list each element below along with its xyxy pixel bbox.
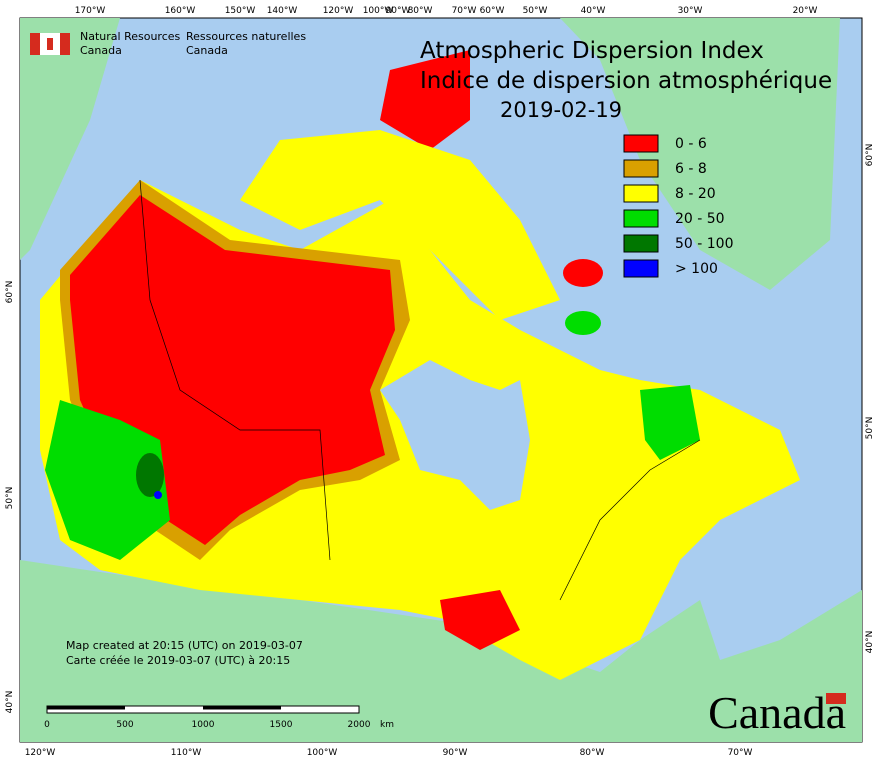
scale-bar-segment	[47, 706, 125, 710]
legend-swatch	[623, 209, 659, 228]
wordmark-flag	[826, 693, 846, 704]
agency-fr: Canada	[186, 44, 228, 57]
flag	[47, 38, 53, 50]
lon-label: 90°W	[386, 6, 411, 16]
lon-label: 70°W	[728, 748, 753, 758]
title: Atmospheric Dispersion Index	[420, 38, 764, 64]
scale-tick-label: 500	[116, 720, 133, 730]
legend-label: 20 - 50	[675, 211, 725, 227]
lon-label: 70°W	[452, 6, 477, 16]
zone-red-ontario	[440, 590, 520, 650]
zone-green-labrador	[640, 385, 700, 460]
lon-label: 30°W	[678, 6, 703, 16]
lon-label: 150°W	[225, 6, 256, 16]
lat-label: 50°N	[5, 487, 15, 510]
lon-label: 80°W	[580, 748, 605, 758]
legend-swatch	[623, 134, 659, 153]
lon-label: 100°W	[307, 748, 338, 758]
credits: Map created at 20:15 (UTC) on 2019-03-07…	[66, 639, 303, 667]
lon-label: 20°W	[793, 6, 818, 16]
scale-bar: 0 500 1000 1500 2000 km	[44, 705, 394, 730]
flag	[30, 33, 40, 55]
legend-swatch	[623, 234, 659, 253]
arctic-islands	[240, 130, 560, 320]
lon-label: 140°W	[267, 6, 298, 16]
lat-label: 50°N	[865, 417, 875, 440]
lat-label: 60°N	[5, 281, 15, 304]
scale-tick-label: 1000	[192, 720, 215, 730]
legend-label: 8 - 20	[675, 186, 716, 202]
legend-swatch	[623, 159, 659, 178]
legend-label: 0 - 6	[675, 136, 707, 152]
lon-label: 80°W	[408, 6, 433, 16]
date: 2019-02-19	[500, 98, 622, 122]
title: Indice de dispersion atmosphérique	[420, 68, 832, 94]
ellesmere	[380, 50, 470, 150]
scale-tick-label: 0	[44, 720, 50, 730]
flag	[60, 33, 70, 55]
lat-label: 40°N	[5, 691, 15, 714]
lon-label: 160°W	[165, 6, 196, 16]
lon-label: 50°W	[523, 6, 548, 16]
border	[559, 439, 701, 601]
wordmark: Canada	[708, 687, 846, 738]
zone-red-baffin	[563, 259, 603, 287]
credit-line: Carte créée le 2019-03-07 (UTC) à 20:15	[66, 654, 290, 667]
graticule: 170°W 160°W 150°W 140°W 120°W 100°W90°W80°W 70…	[5, 6, 875, 758]
lon-label: 120°W	[323, 6, 354, 16]
lon-label: 100°W	[363, 6, 394, 16]
lon-label: 90°W	[443, 748, 468, 758]
lon-label: 120°W	[25, 748, 56, 758]
legend-swatch	[623, 259, 659, 278]
scale-tick-label: 2000	[348, 720, 371, 730]
agency-fr: Ressources naturelles	[186, 30, 306, 43]
legend-label: > 100	[675, 261, 718, 277]
lon-label: 110°W	[171, 748, 202, 758]
legend-label: 6 - 8	[675, 161, 707, 177]
zone-darkgreen	[136, 453, 164, 497]
zone-green-baffin	[565, 311, 601, 335]
agency-en: Natural Resources	[80, 30, 181, 43]
lon-label: 40°W	[581, 6, 606, 16]
greenland	[560, 18, 840, 290]
lat-label: 40°N	[865, 631, 875, 654]
scale-bar-segment	[203, 706, 281, 710]
credit-line: Map created at 20:15 (UTC) on 2019-03-07	[66, 639, 303, 652]
scale-tick-label: 1500	[270, 720, 293, 730]
border	[139, 179, 331, 561]
zone-blue	[154, 491, 162, 499]
usa	[20, 560, 862, 742]
agency-en: Canada	[80, 44, 122, 57]
lon-label: 60°W	[480, 6, 505, 16]
zone-green-west	[45, 400, 170, 560]
legend-label: 50 - 100	[675, 236, 734, 252]
legend: 0 - 6 6 - 8 8 - 20 20 - 50 50 - 100 > 100	[623, 134, 734, 278]
alaska	[20, 18, 120, 260]
hudson-bay	[380, 360, 530, 510]
lon-label: 170°W	[75, 6, 106, 16]
lat-label: 60°N	[865, 144, 875, 167]
scale-unit: km	[380, 720, 394, 730]
legend-swatch	[623, 184, 659, 203]
